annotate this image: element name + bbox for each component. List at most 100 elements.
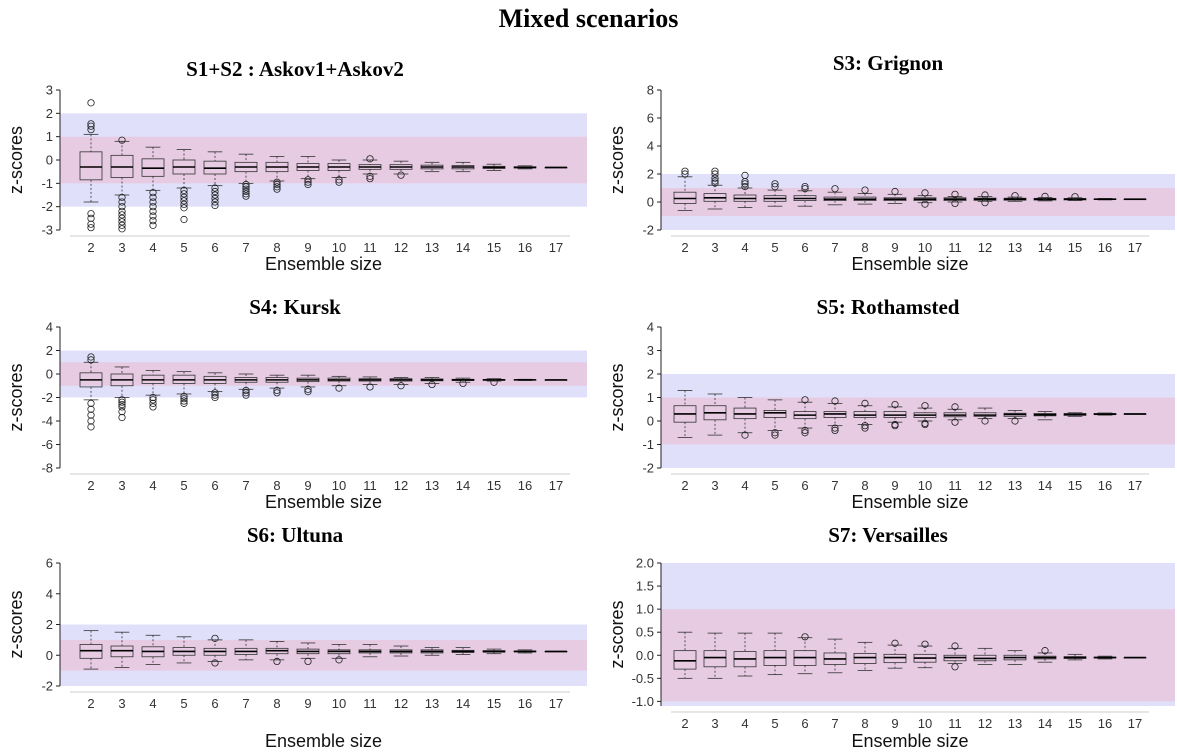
box-7 bbox=[234, 639, 258, 661]
outlier-point bbox=[831, 185, 839, 193]
box-13 bbox=[1003, 410, 1027, 425]
x-tick-label: 12 bbox=[394, 478, 408, 493]
box-4 bbox=[141, 634, 165, 665]
box-15 bbox=[1063, 653, 1087, 661]
x-tick-label: 6 bbox=[801, 478, 808, 493]
outlier-point bbox=[921, 402, 929, 410]
chart-panel-s1-s2: S1+S2 : Askov1+Askov2 3 2 1 0 -1 -2 -3 z-scores 2… bbox=[0, 50, 588, 274]
x-tick-label: 13 bbox=[425, 240, 439, 255]
outlier-point bbox=[831, 426, 839, 434]
x-tick-label: 7 bbox=[831, 240, 838, 255]
y-tick-label: 3 bbox=[647, 343, 654, 358]
x-tick-label: 12 bbox=[978, 240, 992, 255]
box-10 bbox=[913, 402, 937, 429]
outlier-point bbox=[242, 190, 250, 198]
box-16 bbox=[513, 378, 537, 381]
outlier-point bbox=[771, 431, 779, 439]
x-tick-label: 17 bbox=[1128, 240, 1142, 255]
outlier-point bbox=[335, 384, 343, 392]
outlier-point bbox=[801, 183, 809, 191]
box-9 bbox=[883, 400, 907, 430]
x-tick-label: 17 bbox=[1128, 716, 1142, 731]
inner-band bbox=[60, 639, 587, 671]
outlier-point bbox=[273, 185, 281, 193]
iqr-box bbox=[853, 653, 877, 664]
inner-band bbox=[661, 188, 1175, 216]
box-2 bbox=[79, 99, 103, 232]
outlier-point bbox=[87, 224, 95, 232]
y-tick-label: 2 bbox=[647, 367, 654, 382]
x-tick-label: 15 bbox=[1068, 240, 1082, 255]
inner-band bbox=[60, 362, 587, 386]
y-tick-label: 2.0 bbox=[636, 556, 654, 571]
x-tick-label: 3 bbox=[118, 696, 125, 711]
y-tick-label: 2 bbox=[46, 343, 53, 358]
outlier-point bbox=[366, 175, 374, 183]
x-tick-label: 9 bbox=[891, 716, 898, 731]
box-7 bbox=[823, 185, 847, 206]
outlier-point bbox=[242, 187, 250, 196]
box-16 bbox=[1093, 412, 1117, 416]
y-tick-label: 6 bbox=[647, 111, 654, 126]
outlier-point bbox=[681, 170, 689, 178]
x-axis-label: Ensemble size bbox=[851, 731, 968, 751]
box-6 bbox=[793, 396, 817, 437]
iqr-box bbox=[883, 653, 907, 664]
x-tick-label: 12 bbox=[394, 696, 408, 711]
y-tick-label: -6 bbox=[41, 437, 53, 452]
outlier-point bbox=[861, 399, 869, 407]
x-tick-label: 10 bbox=[332, 696, 346, 711]
x-tick-label: 13 bbox=[1008, 240, 1022, 255]
outlier-point bbox=[981, 417, 989, 425]
box-8 bbox=[265, 156, 289, 193]
box-17 bbox=[1123, 656, 1147, 659]
chart-title: S5: Rothamsted bbox=[817, 295, 960, 319]
box-12 bbox=[973, 647, 997, 665]
box-2 bbox=[79, 630, 103, 670]
x-tick-label: 7 bbox=[831, 716, 838, 731]
x-tick-label: 15 bbox=[487, 478, 501, 493]
outlier-point bbox=[242, 183, 250, 191]
x-tick-label: 3 bbox=[711, 240, 718, 255]
box-5 bbox=[172, 149, 196, 224]
iqr-box bbox=[79, 151, 103, 181]
y-tick-label: -2 bbox=[41, 199, 53, 214]
x-tick-label: 10 bbox=[918, 478, 932, 493]
y-tick-label: 2 bbox=[46, 617, 53, 632]
box-13 bbox=[1003, 192, 1027, 202]
x-tick-label: 6 bbox=[801, 240, 808, 255]
outlier-point bbox=[87, 210, 95, 218]
outlier-point bbox=[771, 429, 779, 437]
outlier-point bbox=[771, 180, 779, 188]
box-12 bbox=[389, 377, 413, 390]
outlier-point bbox=[149, 189, 157, 197]
outlier-point bbox=[180, 395, 188, 403]
y-tick-label: 0.5 bbox=[636, 625, 654, 640]
inner-band bbox=[661, 609, 1175, 702]
chart-title: S7: Versailles bbox=[828, 523, 948, 547]
x-tick-label: 4 bbox=[149, 478, 156, 493]
x-tick-label: 8 bbox=[273, 696, 280, 711]
y-tick-label: 1 bbox=[647, 390, 654, 405]
chart-panel-s5: S5: Rothamsted 4 3 2 1 0 -1 -2 z-scores 2 3 4 5 6 7 8 9 1… bbox=[588, 290, 1177, 520]
y-tick-label: 0 bbox=[647, 195, 654, 210]
x-tick-label: 15 bbox=[1068, 478, 1082, 493]
y-tick-label: 4 bbox=[46, 586, 53, 601]
outlier-point bbox=[711, 174, 719, 182]
y-tick-label: -4 bbox=[41, 414, 53, 429]
outlier-point bbox=[211, 393, 219, 402]
x-tick-label: 17 bbox=[549, 240, 563, 255]
outlier-point bbox=[921, 640, 929, 648]
outlier-point bbox=[149, 207, 157, 215]
box-2 bbox=[673, 390, 697, 438]
x-tick-label: 5 bbox=[771, 478, 778, 493]
box-3 bbox=[110, 136, 134, 233]
x-tick-label: 3 bbox=[711, 716, 718, 731]
y-axis-label: z-scores bbox=[6, 126, 26, 194]
outlier-point bbox=[242, 386, 250, 395]
outlier-point bbox=[118, 400, 126, 409]
box-16 bbox=[513, 649, 537, 654]
inner-band bbox=[60, 136, 587, 184]
outlier-point bbox=[951, 642, 959, 650]
box-17 bbox=[1123, 198, 1147, 201]
